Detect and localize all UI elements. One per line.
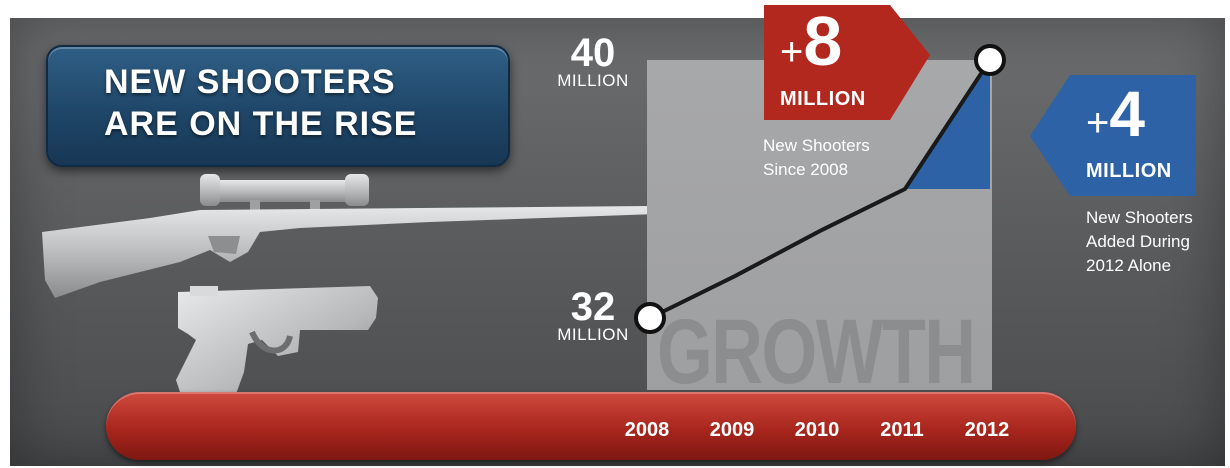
callout-4-text: New Shooters Added During 2012 Alone <box>1086 206 1193 278</box>
callout-4-text-line-1: New Shooters <box>1086 208 1193 227</box>
x-tick-2012: 2012 <box>965 419 1010 441</box>
callout-4-number: +4 <box>1086 82 1145 146</box>
callout-8-text-line-1: New Shooters <box>763 136 870 155</box>
x-tick-2010: 2010 <box>795 419 840 441</box>
callout-8-unit: MILLION <box>780 88 866 110</box>
series-line <box>649 58 992 320</box>
growth-watermark: GROWTH <box>657 301 976 403</box>
end-unit: MILLION <box>557 71 629 90</box>
chart-title: NEW SHOOTERS ARE ON THE RISE <box>104 61 417 145</box>
callout-4-unit: MILLION <box>1086 160 1172 182</box>
title-line-1: NEW SHOOTERS <box>104 63 396 101</box>
end-value-label: 40 MILLION <box>548 31 638 90</box>
start-unit: MILLION <box>557 325 629 344</box>
callout-8-digit: 8 <box>803 2 843 80</box>
callout-8-text: New Shooters Since 2008 <box>763 134 870 182</box>
rifle-icon <box>42 174 658 298</box>
start-value-label: 32 MILLION <box>548 285 638 344</box>
callout-8-shape <box>764 5 930 120</box>
timeline-bar <box>106 392 1076 460</box>
x-tick-2008: 2008 <box>625 419 670 441</box>
callout-4-digit: 4 <box>1109 78 1145 150</box>
callout-8-number: +8 <box>780 6 842 76</box>
callout-8-plus: + <box>780 30 804 74</box>
data-point-2008 <box>634 302 666 334</box>
data-point-2012 <box>974 44 1006 76</box>
pistol-icon <box>176 286 378 398</box>
callout-4-text-line-3: 2012 Alone <box>1086 256 1172 275</box>
callout-4-plus: + <box>1086 101 1110 145</box>
callout-4-text-line-2: Added During <box>1086 232 1190 251</box>
x-tick-2011: 2011 <box>880 419 923 441</box>
title-banner: NEW SHOOTERS ARE ON THE RISE <box>46 45 510 167</box>
x-tick-2009: 2009 <box>710 419 755 441</box>
end-value: 40 <box>570 31 616 75</box>
callout-4-shape <box>1030 75 1196 196</box>
start-value: 32 <box>570 285 616 329</box>
callout-8-text-line-2: Since 2008 <box>763 160 849 179</box>
title-line-2: ARE ON THE RISE <box>104 105 418 143</box>
